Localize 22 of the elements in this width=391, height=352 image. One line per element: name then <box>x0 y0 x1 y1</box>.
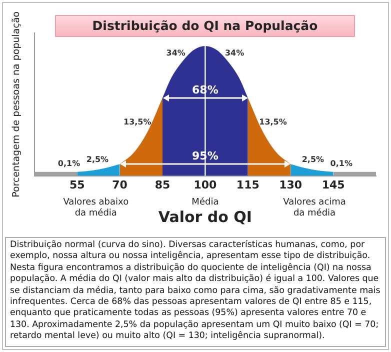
x-tick-label: 85 <box>154 178 170 192</box>
annotation: 34% <box>166 48 186 58</box>
annotation: 0,1% <box>330 158 352 168</box>
x-tick-label: 100 <box>194 178 218 192</box>
annotation: 0,1% <box>58 158 80 168</box>
text: Distribuição normal (curva do sino). Diversas características humanas, como, por exemplo, nossa altura ou nossa inteligência, apresentam esse tipo de distribuição. Nesta figura encontramos a distribuição do quociente de inteligência (QI) na nossa população. A média do QI (valor mais alto da distribuição) é igual a 100. Valores que se distanciam da média, tanto para baixo como para cima, são gradativamente mais infrequentes. Cerca de 68% das pessoas apresentam valores de QI entre 85 e 115, enquanto que praticamente todas as pessoas (95%) apresenta valores entre 70 e 130. Aproximadamente 2,5% da população apresentam um QI muito baixo (QI = 70; retardo mental leve) ou muito alto (QI = 130; inteligência supranormal). <box>10 240 380 342</box>
annotation: 13,5% <box>259 117 287 126</box>
y-axis-title: Porcentagem de pessoas na população <box>11 11 22 198</box>
annotation: 2,5% <box>302 155 324 164</box>
chart-title: Distribuição do QI na População <box>55 15 355 37</box>
x-tick-label: 115 <box>236 178 260 192</box>
text: Valores abaixo da média <box>63 198 130 219</box>
x-tick-label: 130 <box>279 178 302 192</box>
x-tick-label: 55 <box>69 178 85 192</box>
text: Valores acima da média <box>283 198 346 219</box>
x-tick-label: 70 <box>112 178 128 192</box>
x-axis-title: Valor do QI <box>158 208 252 226</box>
annotation: 2,5% <box>86 155 109 164</box>
ref-line-label: Média <box>192 196 219 208</box>
annotation: 13,5% <box>124 117 152 126</box>
annotation: 34% <box>224 48 244 58</box>
x-tick-label: 145 <box>322 178 345 192</box>
